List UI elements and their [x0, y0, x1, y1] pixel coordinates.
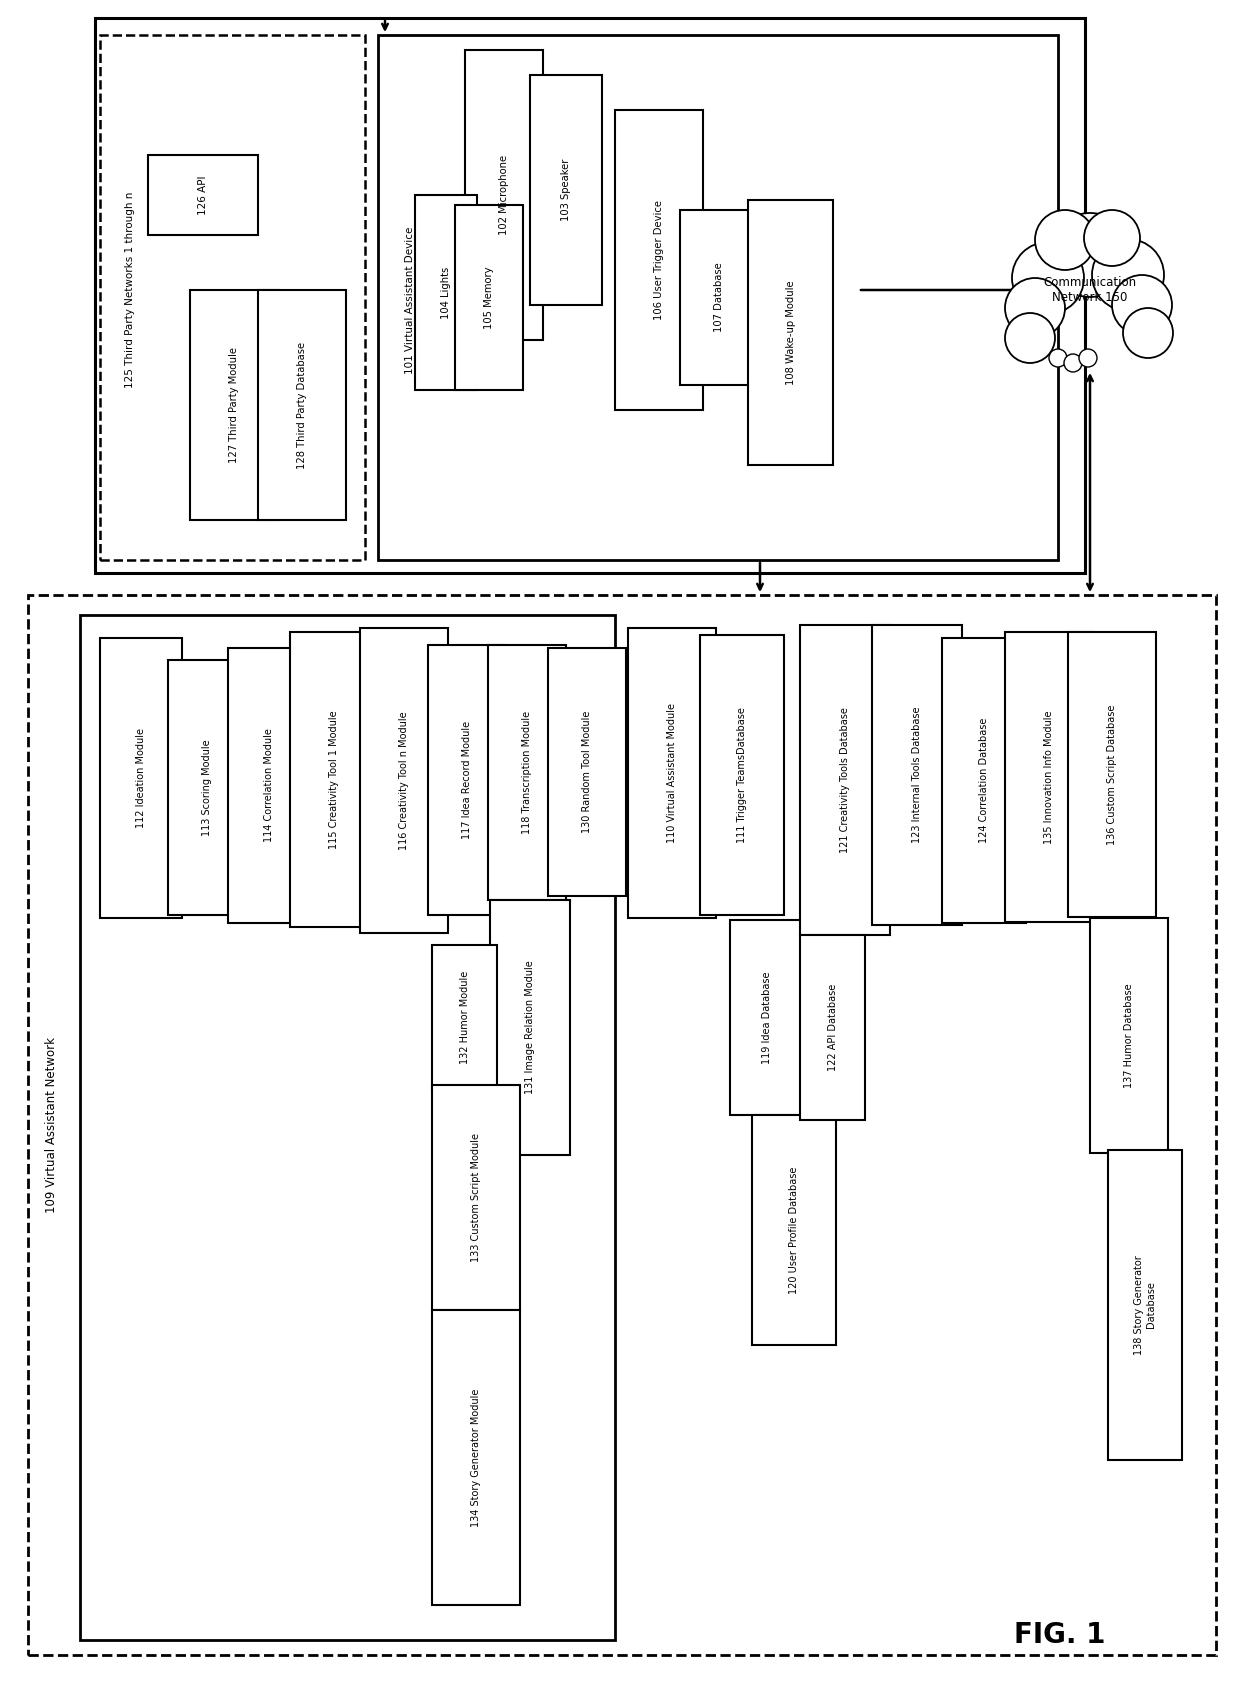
Bar [465, 51, 543, 340]
Bar [730, 919, 805, 1116]
Bar [529, 74, 601, 305]
Bar [455, 205, 523, 389]
Text: 103 Speaker: 103 Speaker [560, 159, 570, 222]
Bar [167, 660, 246, 914]
Bar [432, 1085, 520, 1310]
Bar [800, 935, 866, 1121]
Bar [701, 635, 784, 914]
Text: 121 Creativity Tools Database: 121 Creativity Tools Database [839, 708, 849, 853]
Circle shape [1012, 242, 1084, 313]
Text: 123 Internal Tools Database: 123 Internal Tools Database [911, 706, 923, 843]
Text: 133 Custom Script Module: 133 Custom Script Module [471, 1133, 481, 1261]
Bar [360, 628, 448, 933]
Text: 102 Microphone: 102 Microphone [498, 156, 508, 235]
Text: 113 Scoring Module: 113 Scoring Module [202, 740, 212, 836]
Bar [432, 1310, 520, 1605]
Bar [942, 638, 1025, 923]
Text: 101 Virtual Assistant Device: 101 Virtual Assistant Device [405, 227, 415, 374]
Bar [1109, 1150, 1182, 1459]
Bar [1004, 631, 1092, 923]
Circle shape [1079, 349, 1097, 367]
Circle shape [1048, 213, 1132, 296]
Bar [615, 110, 703, 410]
Text: 110 Virtual Assistant Module: 110 Virtual Assistant Module [667, 703, 677, 843]
Circle shape [1092, 239, 1164, 312]
Text: 137 Humor Database: 137 Humor Database [1123, 984, 1135, 1089]
Text: 134 Story Generator Module: 134 Story Generator Module [471, 1388, 481, 1527]
Text: 120 User Profile Database: 120 User Profile Database [789, 1166, 799, 1293]
Bar [415, 195, 477, 389]
Bar [627, 628, 715, 918]
Text: 105 Memory: 105 Memory [484, 266, 494, 328]
Circle shape [1084, 210, 1140, 266]
Text: 126 API: 126 API [198, 176, 208, 215]
Bar [95, 19, 1085, 572]
Circle shape [1049, 349, 1066, 367]
Text: 104 Lights: 104 Lights [441, 266, 451, 318]
Bar [100, 36, 365, 560]
Circle shape [1004, 313, 1055, 362]
Text: 131 Image Relation Module: 131 Image Relation Module [525, 960, 534, 1094]
Text: 127 Third Party Module: 127 Third Party Module [229, 347, 239, 462]
Text: 138 Story Generator
Database: 138 Story Generator Database [1135, 1255, 1156, 1354]
Text: 122 API Database: 122 API Database [827, 984, 837, 1072]
Bar [428, 645, 506, 914]
Circle shape [1123, 308, 1173, 357]
Bar [100, 638, 182, 918]
Bar [1068, 631, 1156, 918]
Text: 124 Correlation Database: 124 Correlation Database [980, 718, 990, 843]
Bar [190, 290, 278, 520]
Text: 114 Correlation Module: 114 Correlation Module [264, 728, 274, 843]
Text: 106 User Trigger Device: 106 User Trigger Device [653, 200, 663, 320]
Circle shape [1004, 278, 1065, 339]
Text: 112 Ideation Module: 112 Ideation Module [136, 728, 146, 828]
Text: 119 Idea Database: 119 Idea Database [763, 972, 773, 1063]
Bar [290, 631, 378, 928]
Bar [490, 901, 570, 1155]
Bar [489, 645, 565, 901]
Text: 108 Wake-up Module: 108 Wake-up Module [785, 279, 796, 384]
Circle shape [1064, 354, 1083, 372]
Text: FIG. 1: FIG. 1 [1014, 1620, 1106, 1649]
Text: 130 Random Tool Module: 130 Random Tool Module [582, 711, 591, 833]
Text: 107 Database: 107 Database [714, 262, 724, 332]
Text: 109 Virtual Assistant Network: 109 Virtual Assistant Network [46, 1038, 58, 1212]
Text: Communication
Network 150: Communication Network 150 [1043, 276, 1137, 305]
Text: 125 Third Party Networks 1 through n: 125 Third Party Networks 1 through n [125, 191, 135, 388]
Text: 118 Transcription Module: 118 Transcription Module [522, 711, 532, 835]
Bar [1090, 918, 1168, 1153]
Bar [548, 648, 626, 896]
Text: 116 Creativity Tool n Module: 116 Creativity Tool n Module [399, 711, 409, 850]
Text: 117 Idea Record Module: 117 Idea Record Module [463, 721, 472, 840]
Text: 132 Humor Module: 132 Humor Module [460, 970, 470, 1065]
Bar [81, 615, 615, 1641]
Bar [148, 156, 258, 235]
Bar [680, 210, 758, 384]
Bar [258, 290, 346, 520]
Bar [800, 625, 890, 935]
Bar [751, 1116, 836, 1344]
Bar [872, 625, 962, 924]
Bar [748, 200, 833, 466]
Bar [228, 648, 310, 923]
Bar [432, 945, 497, 1090]
Text: 136 Custom Script Database: 136 Custom Script Database [1107, 704, 1117, 845]
Text: 128 Third Party Database: 128 Third Party Database [298, 342, 308, 469]
Bar [29, 594, 1216, 1656]
Circle shape [1035, 210, 1095, 269]
Text: 115 Creativity Tool 1 Module: 115 Creativity Tool 1 Module [329, 709, 339, 848]
Text: 135 Innovation Info Module: 135 Innovation Info Module [1044, 711, 1054, 843]
Text: 111 Trigger TeamsDatabase: 111 Trigger TeamsDatabase [737, 708, 746, 843]
Bar [378, 36, 1058, 560]
Circle shape [1112, 274, 1172, 335]
